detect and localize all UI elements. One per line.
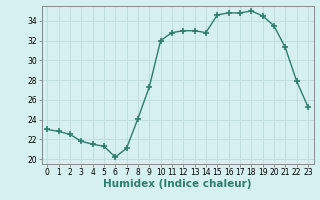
X-axis label: Humidex (Indice chaleur): Humidex (Indice chaleur) <box>103 179 252 189</box>
